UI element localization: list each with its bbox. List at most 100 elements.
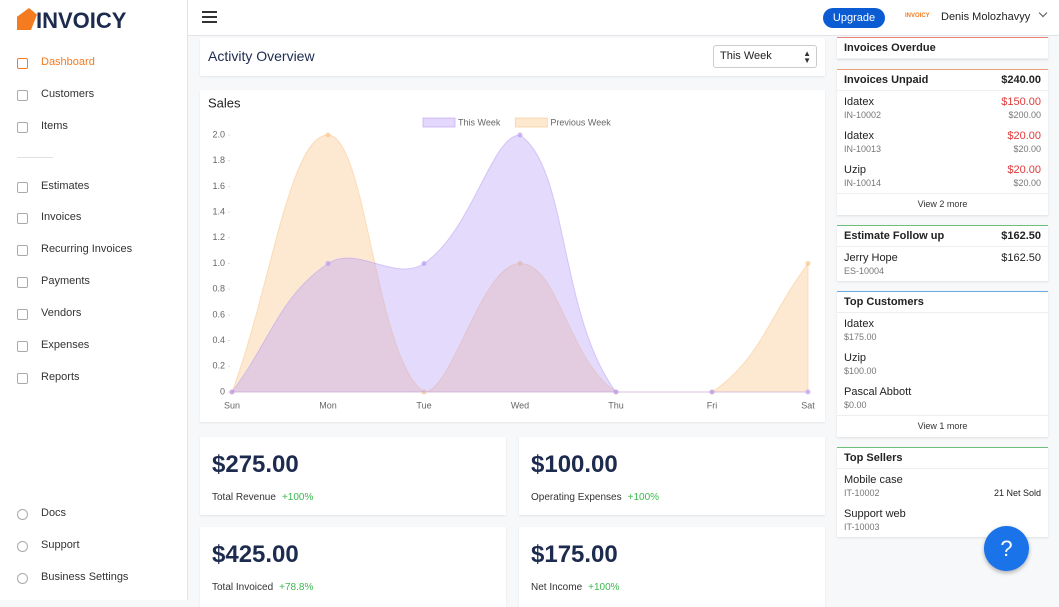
nav-item[interactable]: Invoices bbox=[41, 211, 82, 223]
panel-item[interactable]: Uzip $100.00 bbox=[837, 347, 1048, 381]
point bbox=[325, 132, 331, 138]
item-sub: $0.00 bbox=[844, 400, 867, 410]
nav-icon bbox=[17, 373, 28, 384]
y-tick-label: 0.6 bbox=[212, 309, 225, 319]
x-tick-label: Fri bbox=[707, 400, 718, 410]
brand: INVOICY bbox=[36, 8, 127, 33]
panel: Top Customers Idatex $175.00 Uzip $100.00 Pas… bbox=[837, 291, 1048, 437]
item-left: Support web IT-10003 bbox=[844, 507, 906, 533]
stat-card: $275.00 Total Revenue +100% bbox=[200, 437, 506, 515]
point bbox=[325, 261, 331, 266]
panel-item[interactable]: Pascal Abbott $0.00 bbox=[837, 381, 1048, 415]
item-left: Uzip IN-10014 bbox=[844, 163, 881, 189]
nav-item[interactable]: Reports bbox=[41, 371, 80, 383]
item-name: Jerry Hope bbox=[844, 252, 898, 264]
chart: Sales 0 0.2 0.4 0.6 0.8 1.0 1.2 1.4 1.6 1.8 2.0 Sun M… bbox=[208, 95, 815, 410]
help-button[interactable]: ? bbox=[984, 526, 1029, 571]
nav-icon bbox=[17, 509, 28, 520]
nav-icon bbox=[17, 245, 28, 256]
stat-change: +100% bbox=[281, 492, 314, 503]
nav-item[interactable]: Support bbox=[41, 539, 80, 551]
panel-header: Estimate Follow up $162.50 bbox=[837, 226, 1048, 247]
nav-icon bbox=[17, 573, 28, 584]
item-sub: IN-10013 bbox=[844, 144, 882, 154]
nav-icon bbox=[17, 122, 28, 133]
chart-card: Sales 0 0.2 0.4 0.6 0.8 1.0 1.2 1.4 1.6 1.8 2.0 Sun M… bbox=[200, 90, 825, 422]
panel-header: Top Customers bbox=[837, 292, 1048, 313]
panel-item[interactable]: Mobile case IT-10002 21 Net Sold bbox=[837, 469, 1048, 503]
nav-item[interactable]: Vendors bbox=[41, 307, 82, 319]
y-tick-label: 2.0 bbox=[212, 129, 225, 139]
nav-icon bbox=[17, 541, 28, 552]
nav-icon bbox=[17, 182, 28, 193]
stat-change: +78.8% bbox=[279, 582, 314, 593]
panel-title: Estimate Follow up bbox=[844, 230, 945, 242]
item-left: Idatex IN-10013 bbox=[844, 129, 881, 155]
panel-title: Top Sellers bbox=[844, 452, 903, 464]
view-more[interactable]: View 2 more bbox=[837, 193, 1048, 215]
y-tick-label: 0.8 bbox=[212, 284, 225, 294]
stat-label: Operating Expenses +100% bbox=[531, 492, 660, 503]
panel-header: Top Sellers bbox=[837, 448, 1048, 469]
nav-item[interactable]: Expenses bbox=[41, 339, 90, 351]
stat-label: Net Income +100% bbox=[531, 582, 620, 593]
point bbox=[709, 389, 715, 395]
nav-item[interactable]: Estimates bbox=[41, 180, 90, 192]
panel-item[interactable]: Idatex IN-10013 $20.00 $20.00 bbox=[837, 125, 1048, 159]
point bbox=[517, 132, 523, 138]
item-right: $20.00 $20.00 bbox=[1007, 129, 1041, 155]
item-left: Idatex $175.00 bbox=[844, 317, 877, 343]
menu-icon bbox=[202, 11, 217, 13]
header-logo: INVOICY bbox=[905, 13, 930, 19]
stat-value: $275.00 bbox=[212, 451, 299, 478]
nav-item[interactable]: Docs bbox=[41, 507, 67, 519]
panel-item[interactable]: Support web IT-10003 bbox=[837, 503, 1048, 537]
nav-item[interactable]: Recurring Invoices bbox=[41, 243, 133, 255]
item-amount: $150.00 bbox=[1001, 96, 1041, 108]
upgrade-button[interactable]: Upgrade bbox=[823, 8, 885, 28]
panel-item[interactable]: Idatex $175.00 bbox=[837, 313, 1048, 347]
legend-label: This Week bbox=[458, 117, 501, 127]
item-name: Uzip bbox=[844, 164, 867, 176]
x-tick-label: Wed bbox=[511, 400, 529, 410]
item-left: Uzip $100.00 bbox=[844, 351, 877, 377]
panel-item[interactable]: Jerry Hope ES-10004 $162.50 bbox=[837, 247, 1048, 281]
x-tick-label: Sat bbox=[801, 400, 815, 410]
user-name[interactable]: Denis Molozhavyy bbox=[941, 11, 1031, 23]
panel: Invoices Unpaid $240.00 Idatex IN-10002 $150… bbox=[837, 69, 1048, 215]
item-name: Pascal Abbott bbox=[844, 386, 912, 398]
legend-swatch bbox=[422, 117, 456, 128]
item-sub: IN-10014 bbox=[844, 178, 882, 188]
nav-item[interactable]: Payments bbox=[41, 275, 90, 287]
item-name: Idatex bbox=[844, 318, 874, 330]
point bbox=[805, 389, 811, 395]
menu-icon bbox=[202, 21, 217, 23]
nav-item[interactable]: Business Settings bbox=[41, 571, 129, 583]
item-sub: $175.00 bbox=[844, 332, 877, 342]
stat-card: $100.00 Operating Expenses +100% bbox=[519, 437, 825, 515]
item-amount2: 21 Net Sold bbox=[993, 488, 1041, 498]
item-name: Support web bbox=[844, 508, 906, 520]
panel-header: Invoices Overdue bbox=[837, 38, 1048, 59]
select-arrows: ▲ ▼ bbox=[803, 49, 811, 65]
panel-item[interactable]: Uzip IN-10014 $20.00 $20.00 bbox=[837, 159, 1048, 193]
point bbox=[517, 261, 523, 266]
nav-item[interactable]: Items bbox=[41, 120, 68, 132]
item-sub: ES-10004 bbox=[844, 266, 885, 276]
y-tick-label: 0 bbox=[220, 386, 225, 396]
point bbox=[805, 261, 811, 266]
period-text: This Week bbox=[720, 50, 772, 62]
stat-label: Total Invoiced +78.8% bbox=[212, 582, 314, 593]
item-left: Jerry Hope ES-10004 bbox=[844, 251, 898, 277]
nav-item[interactable]: Dashboard bbox=[41, 56, 95, 68]
nav-icon bbox=[17, 213, 28, 224]
panel-item[interactable]: Idatex IN-10002 $150.00 $200.00 bbox=[837, 91, 1048, 125]
item-amount2: $20.00 bbox=[1013, 144, 1041, 154]
item-right: $20.00 $20.00 bbox=[1007, 163, 1041, 189]
item-left: Idatex IN-10002 bbox=[844, 95, 881, 121]
nav-item[interactable]: Customers bbox=[41, 88, 95, 100]
view-more[interactable]: View 1 more bbox=[837, 415, 1048, 437]
period-select[interactable]: This Week ▲ ▼ bbox=[713, 45, 817, 68]
x-tick-label: Sun bbox=[224, 400, 240, 410]
